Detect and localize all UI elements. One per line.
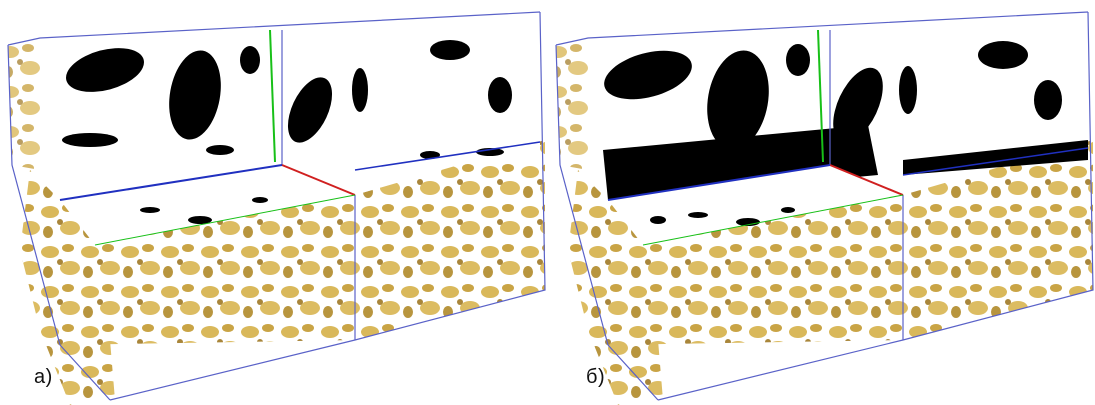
panel-caption-b: б) [586, 366, 606, 388]
binary-slice-back-b [588, 12, 1088, 200]
bounding-box-a [7, 11, 546, 401]
axis-y-b [817, 29, 824, 163]
binary-slice-horizontal-b [608, 140, 1088, 245]
axis-x-b [829, 164, 904, 196]
axis-x-a [281, 164, 356, 196]
panel-b: б) [548, 0, 1095, 405]
axis-y-a [269, 29, 276, 163]
binary-slice-horizontal-a [60, 140, 540, 245]
panel-caption-a: a) [34, 366, 53, 388]
panel-a: a) [0, 0, 547, 405]
binary-slice-back-a [40, 12, 540, 200]
volume-render-a [7, 11, 546, 405]
axis-z-a [59, 164, 283, 201]
volume-render-b [555, 11, 1094, 405]
bounding-box-b [555, 11, 1094, 401]
axis-z-b [607, 164, 831, 201]
